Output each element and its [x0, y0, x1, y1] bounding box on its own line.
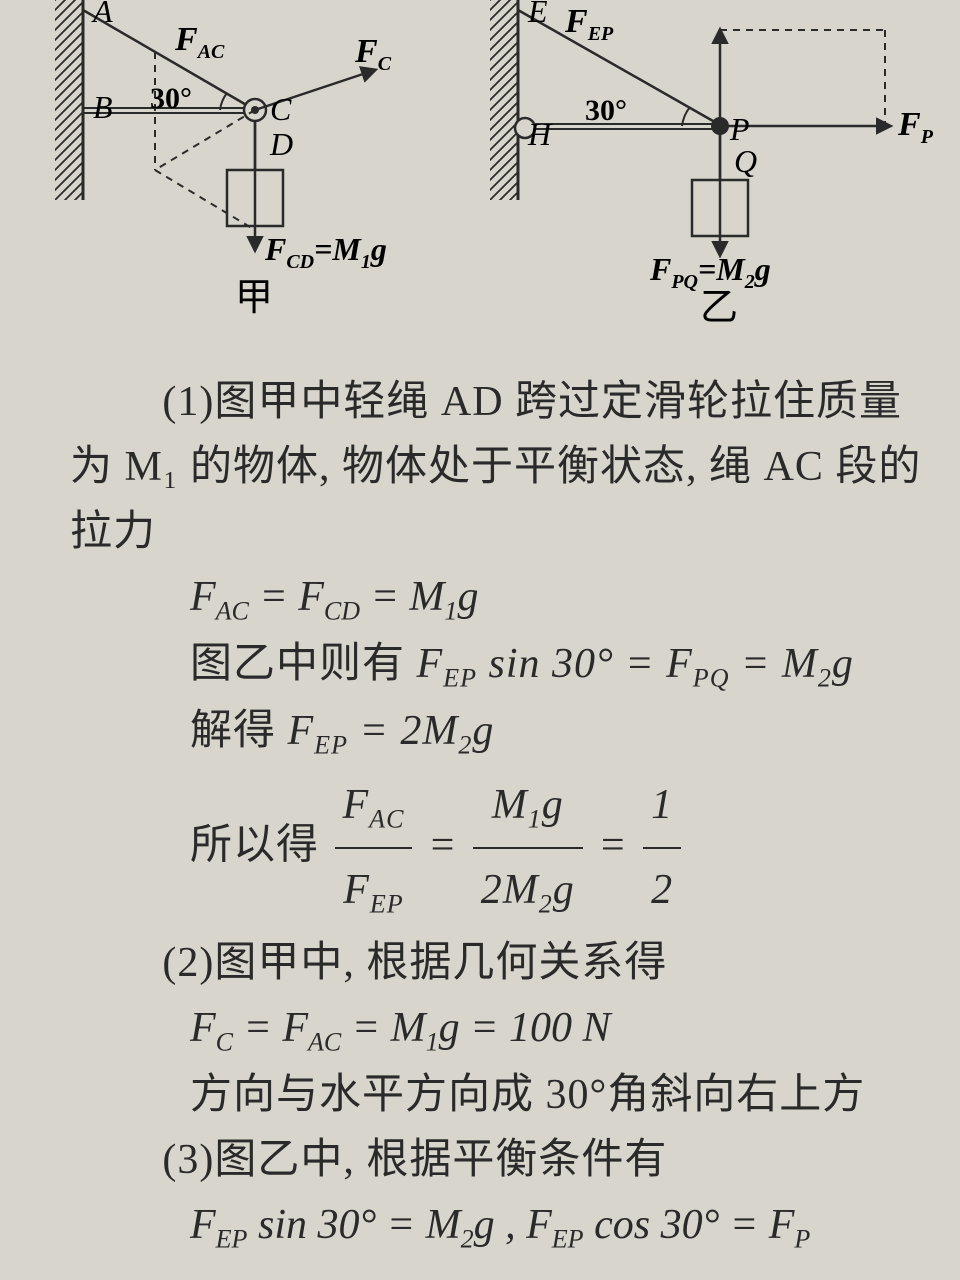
- para-5: (2)图甲中, 根据几何关系得: [70, 931, 924, 996]
- force-c: FC: [354, 33, 392, 75]
- eq-1: FAC = FCD = M1g: [70, 565, 924, 632]
- eq-7: FEP sin 30° = M2g , FEP cos 30° = FP: [70, 1193, 924, 1260]
- force-ac: FAC: [174, 21, 225, 63]
- label-H: H: [527, 116, 553, 152]
- force-cd-eq: FCD=M1g: [264, 231, 387, 273]
- solution-text: (1)图甲中轻绳 AD 跨过定滑轮拉住质量为 M₁ 的物体, 物体处于平衡状态,…: [0, 370, 960, 1280]
- para-3: 解得 FEP = 2M2g: [70, 699, 924, 766]
- label-A: A: [91, 0, 113, 29]
- force-p: FP: [897, 106, 934, 148]
- diagram-left: A B C D 30° FAC FC FCD=M1g 甲: [55, 0, 392, 319]
- label-D: D: [269, 126, 293, 162]
- para-6: 方向与水平方向成 30°角斜向右上方: [70, 1063, 924, 1128]
- eq-5: FC = FAC = M1g = 100 N: [70, 996, 924, 1063]
- angle-left: 30°: [150, 82, 192, 115]
- caption-right: 乙: [700, 287, 738, 329]
- label-E: E: [527, 0, 548, 29]
- diagram-right: E H P Q 30° FEP FP FPQ=M2g 乙: [490, 0, 934, 329]
- para-7: (3)图乙中, 根据平衡条件有: [70, 1128, 924, 1193]
- para-2: 图乙中则有 FEP sin 30° = FPQ = M2g: [70, 632, 924, 699]
- label-P: P: [729, 111, 750, 147]
- para-8-partial: M2g: [70, 1260, 924, 1280]
- page: A B C D 30° FAC FC FCD=M1g 甲: [0, 0, 960, 1280]
- para-4-fraction: 所以得 FACFEP = M1g2M2g = 12: [70, 766, 924, 932]
- label-C: C: [270, 91, 292, 127]
- label-B: B: [93, 89, 113, 125]
- caption-left: 甲: [235, 277, 273, 319]
- diagrams-svg: A B C D 30° FAC FC FCD=M1g 甲: [0, 0, 960, 370]
- label-Q: Q: [734, 143, 757, 179]
- force-ep: FEP: [564, 3, 614, 45]
- para-1: (1)图甲中轻绳 AD 跨过定滑轮拉住质量为 M₁ 的物体, 物体处于平衡状态,…: [70, 370, 924, 565]
- angle-right: 30°: [585, 94, 627, 127]
- diagrams-area: A B C D 30° FAC FC FCD=M1g 甲: [0, 0, 960, 370]
